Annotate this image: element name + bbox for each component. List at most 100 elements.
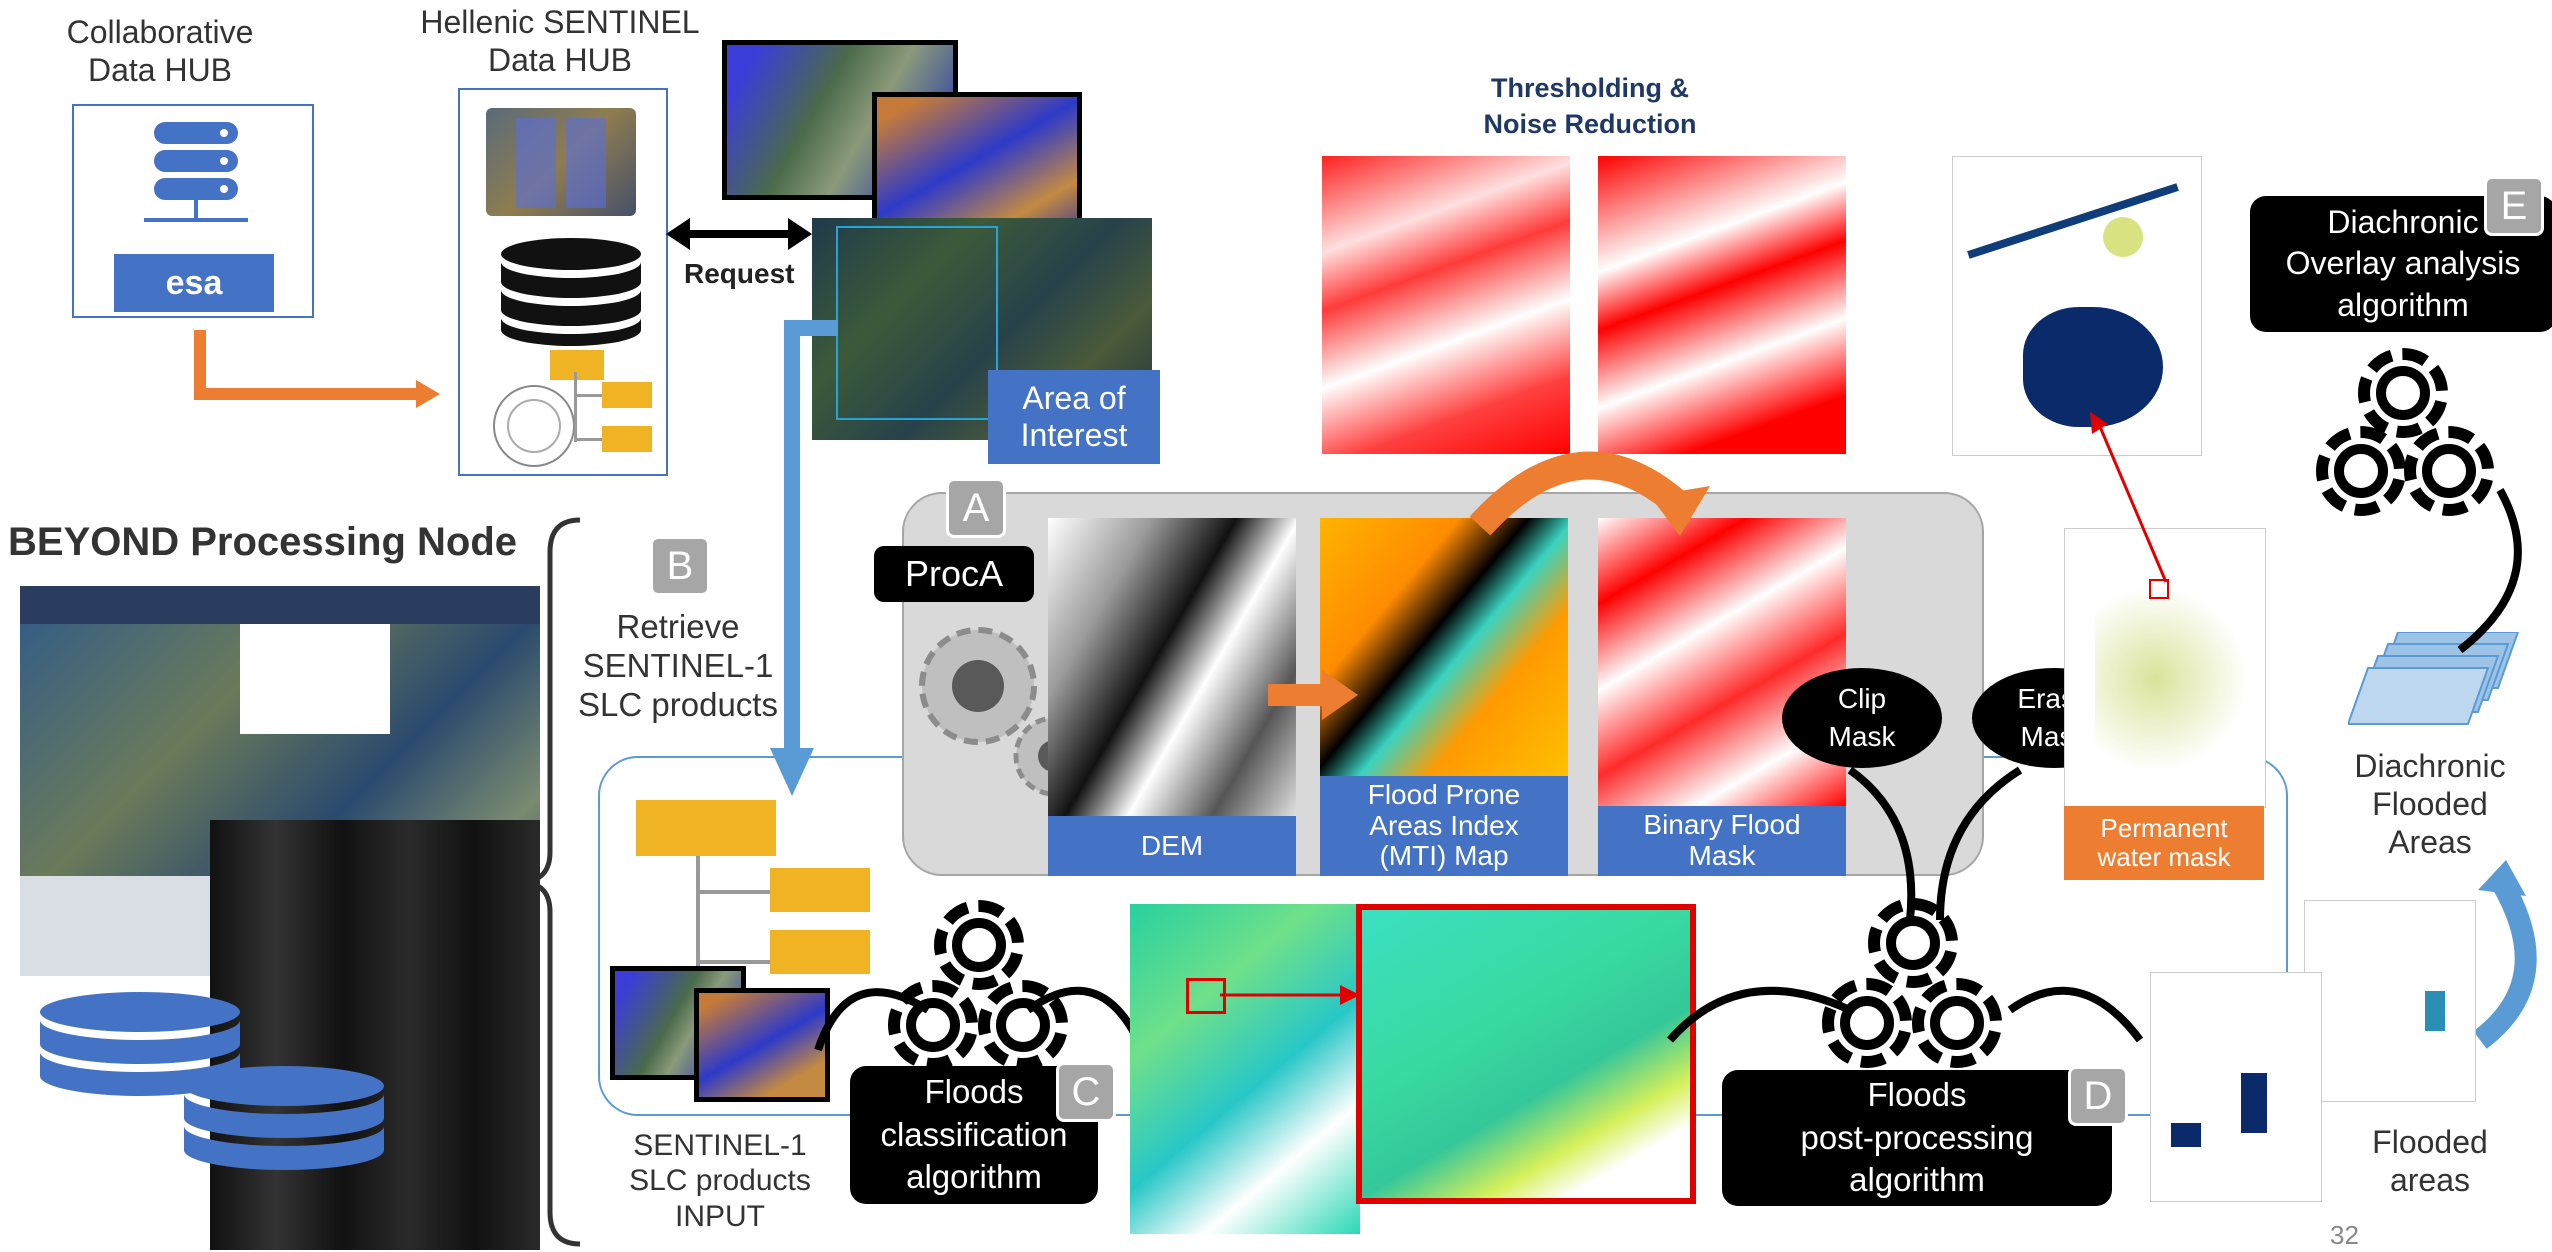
letter-c-badge: C (1056, 1062, 1116, 1122)
aoi-line1: Area of (1022, 380, 1126, 417)
area-of-interest-label: Area of Interest (988, 370, 1160, 464)
flooded-areas-line1: Flooded (2372, 1124, 2488, 1160)
flooded-areas-line2: areas (2389, 1161, 2471, 1198)
thresholding-title: Thresholding & Noise Reduction (1420, 70, 1760, 143)
folder-tree-seal-icon (493, 350, 652, 467)
collab-hub-line2: Data HUB (87, 51, 233, 88)
folder-tree-icon (636, 800, 870, 974)
letter-a-badge: A (946, 478, 1006, 538)
hellenic-hub-line1: Hellenic SENTINEL (420, 4, 700, 40)
input-label: SENTINEL-1 SLC products INPUT (620, 1128, 820, 1234)
floods-post-line1: Floods (1867, 1075, 1967, 1113)
floods-class-line2: classification (880, 1115, 1068, 1153)
floods-class-line1: Floods (924, 1072, 1024, 1110)
server-icon (144, 122, 248, 222)
retrieve-label: Retrieve SENTINEL-1 SLC products (558, 608, 798, 725)
diachronic-flooded-line3: Areas (2388, 823, 2472, 860)
request-double-arrow (666, 218, 812, 250)
classification-zoom (1356, 904, 1696, 1204)
diachronic-box-line3: algorithm (2337, 286, 2469, 323)
aoi-line2: Interest (1020, 417, 1128, 453)
input-line3: INPUT (675, 1199, 765, 1233)
node-title: BEYOND Processing Node (8, 520, 518, 564)
orange-arrow-collab-to-hellenic (194, 330, 440, 408)
orange-arrow-dem-to-mti (1268, 670, 1358, 720)
floods-post-line3: algorithm (1849, 1161, 1985, 1199)
floods-post-line2: post-processing (1800, 1118, 2034, 1156)
diachronic-box-line1: Diachronic (2327, 203, 2479, 240)
dem-label: DEM (1048, 816, 1296, 876)
letter-e: E (2500, 183, 2528, 228)
permanent-line1: Permanent (2100, 813, 2228, 844)
esa-logo-text: esa (165, 263, 223, 302)
letter-c: C (1071, 1069, 1101, 1114)
binary-flood-label: Binary Flood Mask (1598, 806, 1846, 876)
collab-hub-line1: Collaborative (66, 14, 254, 50)
dem-image (1048, 518, 1296, 816)
hellenic-hub-box (458, 88, 668, 476)
satellite-footprint-thumbnail (486, 108, 636, 216)
clip-line2: Mask (1828, 721, 1896, 752)
flooded-areas-image-2 (2304, 900, 2476, 1102)
black-arrows-c (814, 986, 1142, 1052)
letter-b-badge: B (650, 536, 710, 596)
letter-a: A (962, 485, 990, 530)
diachronic-flooded-line1: Diachronic (2354, 748, 2506, 784)
diachronic-flooded-line2: Flooded (2372, 785, 2488, 822)
floods-class-line3: algorithm (906, 1158, 1042, 1196)
hellenic-hub-title: Hellenic SENTINEL Data HUB (410, 4, 710, 80)
orange-curved-arrow (1469, 451, 1710, 536)
retrieve-line2: SENTINEL-1 (582, 646, 774, 684)
input-line2: SLC products (629, 1164, 811, 1198)
gear-icon (2316, 426, 2406, 516)
proca-label: ProcA (874, 546, 1034, 602)
diachronic-box-line2: Overlay analysis (2285, 245, 2521, 282)
collab-hub-title: Collaborative Data HUB (60, 14, 260, 90)
retrieve-line1: Retrieve (616, 608, 740, 645)
mti-line3: (MTI) Map (1379, 840, 1509, 872)
database-icon (501, 238, 641, 346)
permanent-line2: water mask (2097, 842, 2231, 872)
letter-e-badge: E (2484, 176, 2544, 236)
black-arrows-d (1666, 766, 2144, 1043)
black-curved-arrow-layers-to-e (2457, 488, 2522, 654)
flooded-areas-image-1 (2150, 972, 2322, 1202)
binary-flood-image (1598, 518, 1846, 806)
mti-line2: Areas Index (1369, 809, 1519, 841)
input-line1: SENTINEL-1 (633, 1129, 807, 1162)
clip-mask-oval: Clip Mask (1782, 668, 1942, 768)
thresholding-line1: Thresholding & (1491, 73, 1689, 103)
red-zoom-arrow (1220, 985, 1360, 1005)
dem-label-text: DEM (1140, 830, 1204, 861)
blue-curved-arrow-up (2473, 860, 2537, 1049)
classification-map (1130, 904, 1360, 1234)
flooded-areas-label: Flooded areas (2340, 1124, 2520, 1200)
diachronic-overlay-box: Diachronic Overlay analysis algorithm (2250, 196, 2552, 332)
collab-hub-box: esa (72, 104, 314, 318)
letter-d: D (2083, 1073, 2113, 1118)
mti-label: Flood Prone Areas Index (MTI) Map (1320, 776, 1568, 876)
request-label: Request (684, 258, 795, 289)
binary-line1: Binary Flood (1643, 809, 1801, 841)
server-racks-image (210, 820, 540, 1250)
retrieve-line3: SLC products (578, 685, 778, 723)
permanent-water-label: Permanent water mask (2064, 806, 2264, 880)
gear-icon (2358, 348, 2448, 438)
page-number: 32 (2330, 1220, 2359, 1250)
thresholding-line2: Noise Reduction (1483, 109, 1697, 140)
blue-arrow-aoi-to-input (770, 320, 838, 796)
permanent-water-zoom-image (1952, 156, 2202, 456)
proca-text: ProcA (904, 553, 1004, 594)
threshold-image-2 (1598, 156, 1846, 454)
red-zoom-line (2090, 412, 2168, 583)
letter-d-badge: D (2068, 1066, 2128, 1126)
binary-line2: Mask (1688, 840, 1756, 871)
threshold-image-1 (1322, 156, 1570, 454)
esa-logo: esa (114, 254, 274, 312)
input-sentinel-image-2 (694, 988, 830, 1102)
letter-b: B (666, 543, 694, 588)
mti-image (1320, 518, 1568, 776)
clip-line1: Clip (1837, 683, 1887, 715)
floods-postprocessing-box: Floods post-processing algorithm (1722, 1070, 2112, 1206)
hellenic-hub-line2: Data HUB (487, 41, 633, 78)
